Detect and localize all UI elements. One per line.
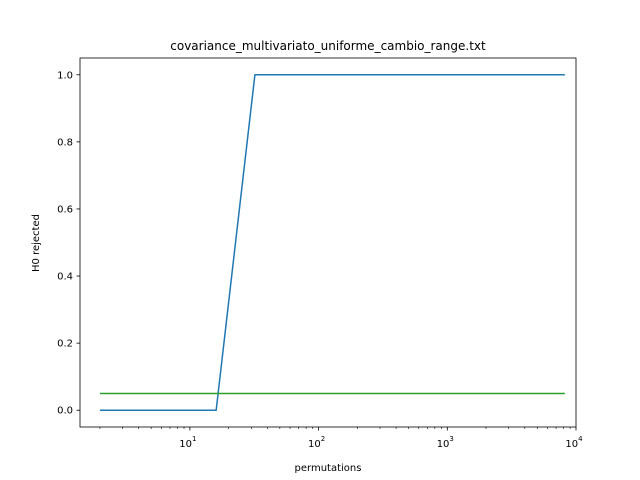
x-tick-exponent: 4 xyxy=(578,435,583,443)
y-tick-label: 0.4 xyxy=(57,272,73,283)
x-tick-exponent: 2 xyxy=(321,435,325,443)
series-layer xyxy=(99,74,565,411)
x-tick-exponent: 1 xyxy=(192,435,196,443)
y-tick-label: 0.6 xyxy=(57,204,73,215)
x-tick-exponent: 3 xyxy=(449,435,453,443)
chart-title: covariance_multivariato_uniforme_cambio_… xyxy=(170,39,486,53)
y-tick-label: 0.2 xyxy=(57,339,73,350)
y-axis-ticks: 0.0 0.2 0.4 0.6 0.8 1.0 xyxy=(57,70,80,417)
x-axis-label: permutations xyxy=(295,463,362,474)
series-line-1 xyxy=(99,74,565,411)
y-axis-label: H0 rejected xyxy=(31,214,42,272)
y-tick-label: 0.8 xyxy=(57,137,73,148)
y-tick-label: 1.0 xyxy=(57,70,73,81)
y-tick-label: 0.0 xyxy=(57,406,73,417)
plot-frame xyxy=(79,57,577,428)
